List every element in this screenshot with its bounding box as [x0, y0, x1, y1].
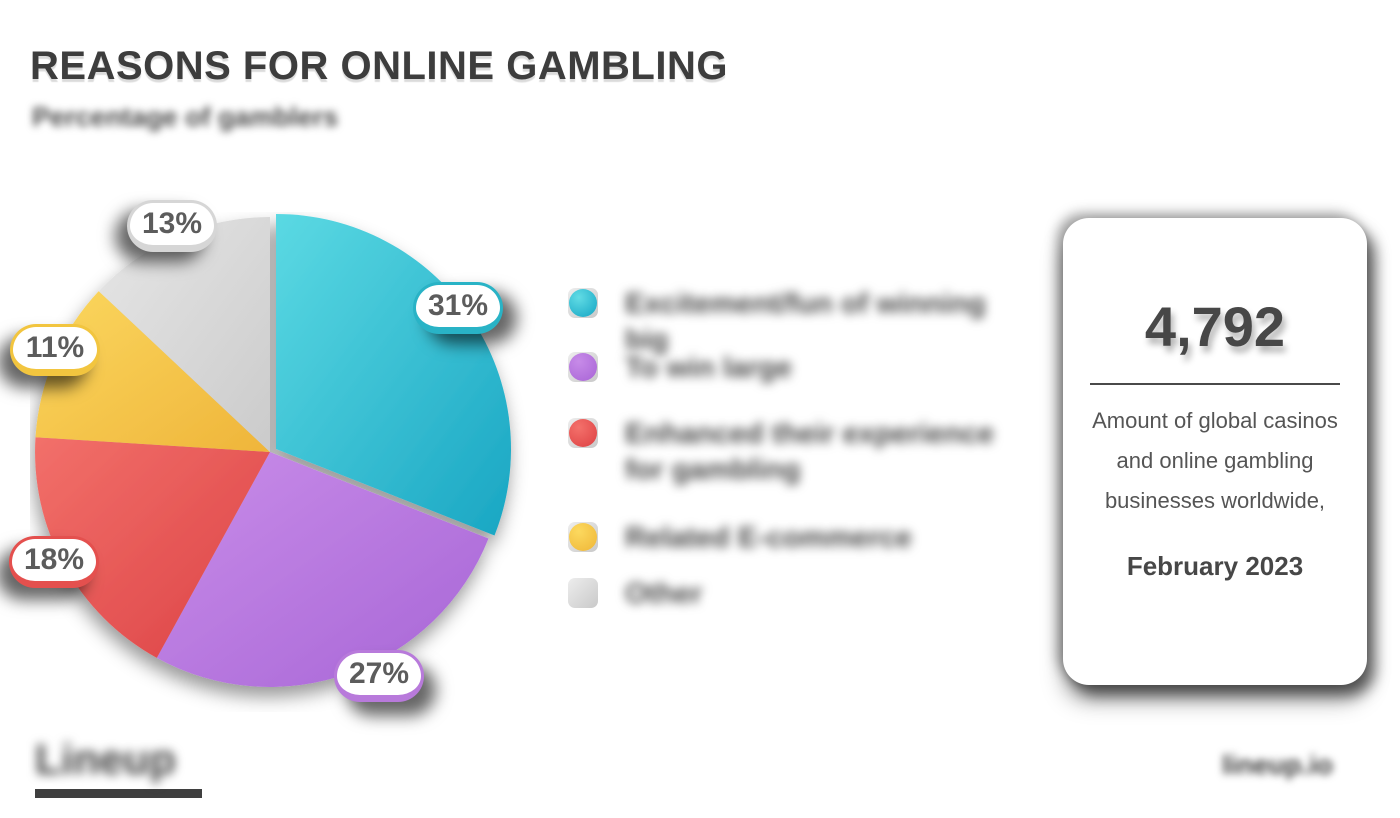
badge-31-percent: 31% [413, 282, 504, 334]
legend-label: Other [625, 578, 703, 610]
stat-value: 4,792 [1144, 295, 1286, 358]
stat-description: Amount of global casinos and online gamb… [1092, 408, 1338, 513]
stat-card: 4,792 Amount of global casinos and onlin… [1063, 218, 1367, 685]
pie-slice-purple [156, 452, 489, 687]
stat-divider [1090, 383, 1340, 385]
legend-swatch-gray [568, 578, 598, 608]
legend-item-win-large: To win large [568, 350, 792, 386]
legend-label: Excitement/fun of winning big [625, 288, 986, 356]
pie-slice-gray [98, 217, 270, 452]
badge-18-percent: 18% [9, 536, 100, 588]
footer-logo-underline [35, 789, 202, 798]
pie-slice-yellow [35, 291, 270, 452]
legend-item-ecommerce: Related E-commerce [568, 520, 912, 556]
legend-label: Related E-commerce [625, 522, 912, 554]
badge-27-percent: 27% [334, 650, 425, 702]
legend-item-experience: Enhanced their experience for gambling [568, 416, 1025, 488]
badge-13-percent: 13% [127, 200, 218, 252]
legend-item-other: Other [568, 576, 702, 612]
legend-swatch-red [568, 418, 598, 448]
legend-swatch-yellow [568, 522, 598, 552]
legend-item-excitement: Excitement/fun of winning big [568, 286, 1025, 358]
legend-label: Enhanced their experience for gambling [625, 418, 995, 486]
page-title: REASONS FOR ONLINE GAMBLING [30, 44, 728, 88]
legend-label: To win large [625, 352, 793, 384]
legend-swatch-teal [568, 288, 598, 318]
pie-slice-red [35, 437, 270, 658]
footer-logo: Lineup [35, 736, 202, 798]
stat-date: February 2023 [1126, 551, 1304, 581]
footer-site-text: lineup.io [1222, 750, 1333, 780]
page-subtitle: Percentage of gamblers [32, 102, 339, 132]
footer-logo-text: Lineup [35, 736, 176, 784]
legend: Excitement/fun of winning big To win lar… [568, 286, 1028, 626]
legend-swatch-purple [568, 352, 598, 382]
badge-11-percent: 11% [10, 324, 100, 376]
